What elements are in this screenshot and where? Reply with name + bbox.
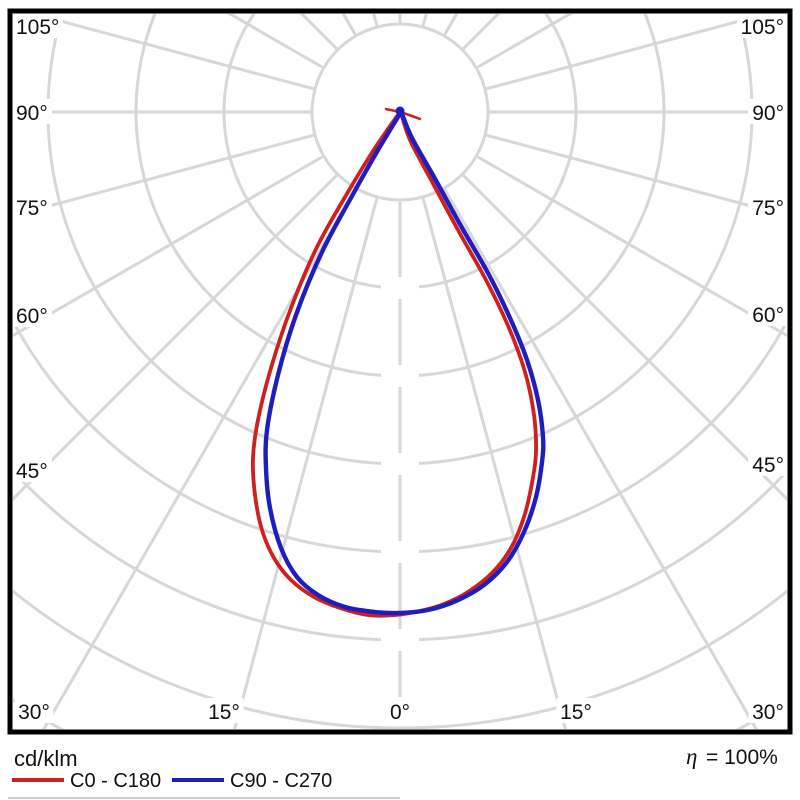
angle-label: 15°	[560, 701, 592, 724]
ring-value-gap	[381, 629, 419, 651]
grid-ring	[13, 589, 787, 729]
grid-ray	[28, 14, 316, 91]
angle-label: 75°	[16, 197, 48, 220]
grid-ray	[13, 154, 325, 338]
angle-label-backing	[737, 13, 787, 38]
angle-label-backing	[13, 99, 52, 124]
legend-label-c0-c180: C0 - C180	[70, 770, 161, 792]
grid-ray	[13, 133, 316, 218]
angle-label-backing	[748, 301, 787, 326]
angle-label-backing	[204, 698, 244, 723]
angle-labels-layer: 105° 90° 75° 60° 45° 105° 90° 75° 60° 45° 30° 15° 0°…	[13, 13, 788, 724]
grid-ray	[442, 187, 758, 729]
angle-label-backing	[748, 194, 787, 219]
grid-ray	[233, 196, 379, 729]
angle-label-backing	[748, 698, 788, 723]
angle-label: 45°	[16, 460, 48, 483]
angle-label: 30°	[18, 701, 50, 724]
grid-ray	[475, 154, 787, 338]
ring-value-gap	[381, 277, 419, 299]
angle-label: 30°	[752, 701, 784, 724]
intensity-curves-layer	[250, 106, 546, 618]
angle-label-backing	[13, 194, 52, 219]
angle-label-backing	[748, 99, 787, 124]
angle-label-backing	[13, 302, 52, 327]
angle-label-backing	[386, 698, 414, 723]
angle-label-backing	[13, 13, 63, 38]
angle-label: 75°	[752, 197, 784, 220]
angle-label-backing	[556, 698, 596, 723]
grid-ray	[421, 196, 567, 729]
grid-ray	[13, 173, 339, 502]
angle-label: 105°	[741, 16, 784, 39]
angle-label-backing	[748, 451, 787, 476]
intensity-curve-c90-c270	[263, 109, 546, 616]
ring-value-gap	[381, 541, 419, 563]
ring-value-gap	[381, 365, 419, 387]
angle-label: 90°	[752, 102, 784, 125]
angle-label-backing	[14, 698, 54, 723]
curve-apex-knot	[395, 106, 405, 116]
angle-label: 0°	[390, 701, 410, 724]
plot-border	[7, 8, 793, 735]
angle-label: 15°	[208, 701, 240, 724]
efficiency-eta-symbol: η	[686, 744, 697, 769]
angle-label-backing	[13, 457, 52, 482]
efficiency-value: = 100%	[706, 746, 778, 769]
ring-value-gap	[381, 453, 419, 475]
footer: cd/klm C0 - C180 C90 - C270 η = 100%	[8, 744, 778, 799]
unit-label: cd/klm	[14, 746, 78, 771]
angle-label: 60°	[752, 304, 784, 327]
axis-label-gaps-layer	[381, 277, 419, 651]
angle-label: 45°	[752, 454, 784, 477]
grid-ray	[484, 14, 772, 91]
grid-ray	[484, 133, 787, 218]
angle-label: 60°	[16, 305, 48, 328]
legend-label-c90-c270: C90 - C270	[230, 770, 332, 792]
angle-label: 90°	[16, 102, 48, 125]
legend: C0 - C180 C90 - C270	[12, 770, 332, 792]
angle-label: 105°	[16, 16, 59, 39]
grid-ray	[461, 173, 787, 502]
